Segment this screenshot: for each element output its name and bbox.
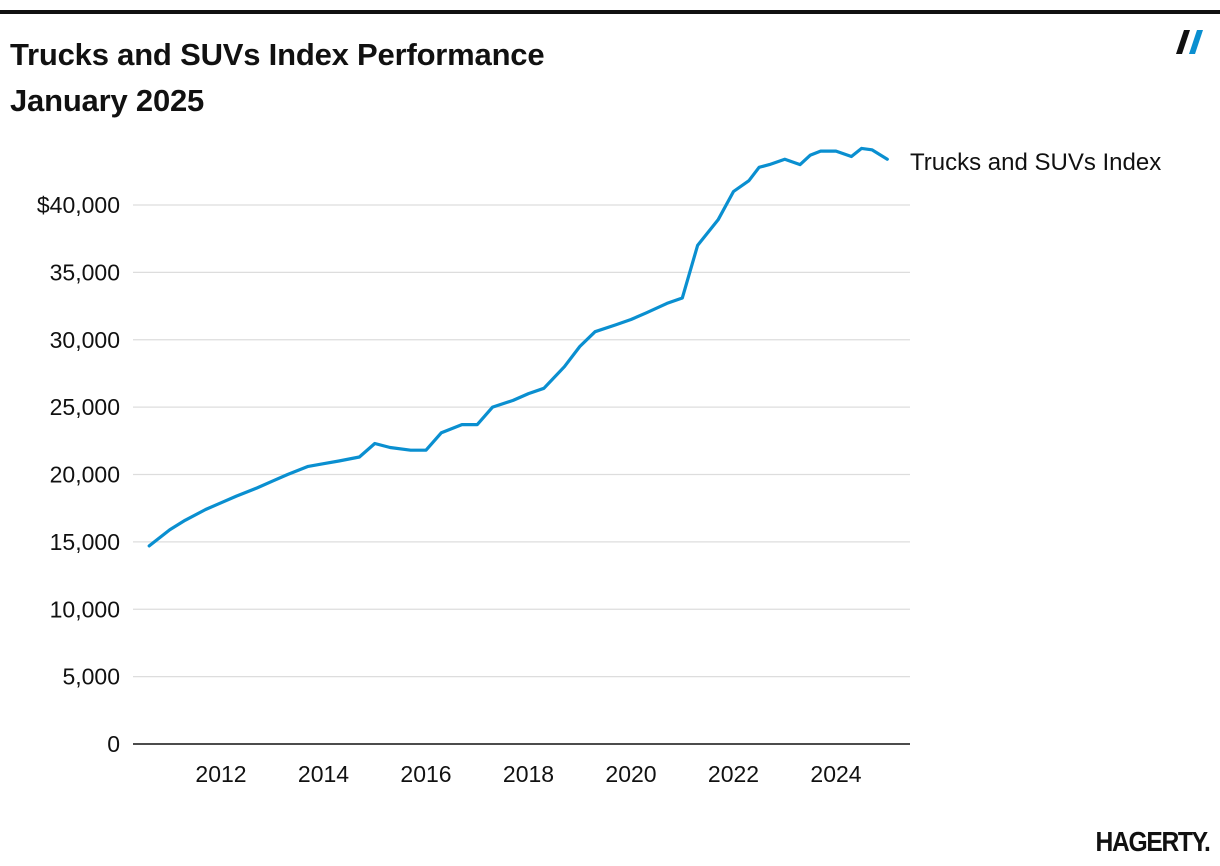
series-line-0	[147, 146, 889, 548]
y-tick-label: 0	[107, 731, 120, 757]
title-line-2: January 2025	[10, 83, 205, 118]
x-tick-label: 2018	[503, 761, 554, 787]
y-tick-label: 15,000	[50, 529, 120, 555]
top-rule	[0, 10, 1220, 14]
hagerty-logo: HAGERTY.	[1095, 826, 1211, 857]
x-tick-label: 2014	[298, 761, 349, 787]
y-tick-label: 30,000	[50, 327, 120, 353]
series-layer	[147, 146, 889, 548]
y-tick-label: 20,000	[50, 462, 120, 488]
x-tick-label: 2012	[195, 761, 246, 787]
legend-label: Trucks and SUVs Index	[910, 149, 1161, 176]
y-tick-label: 35,000	[50, 259, 120, 285]
y-tick-label: $40,000	[37, 192, 120, 218]
x-tick-label: 2022	[708, 761, 759, 787]
x-tick-label: 2024	[810, 761, 861, 787]
page-title: Trucks and SUVs Index Performance Januar…	[10, 32, 545, 124]
label-layer: 0 5,000 10,000 15,000 20,000 25,000 30,000 35,0…	[37, 149, 1161, 787]
y-tick-label: 25,000	[50, 394, 120, 420]
x-tick-label: 2020	[605, 761, 656, 787]
x-tick-label: 2016	[400, 761, 451, 787]
hagerty-slash-icon	[1176, 30, 1203, 54]
y-tick-label: 5,000	[62, 664, 120, 690]
title-line-1: Trucks and SUVs Index Performance	[10, 37, 545, 72]
grid-layer	[133, 204, 910, 678]
y-tick-label: 10,000	[50, 596, 120, 622]
